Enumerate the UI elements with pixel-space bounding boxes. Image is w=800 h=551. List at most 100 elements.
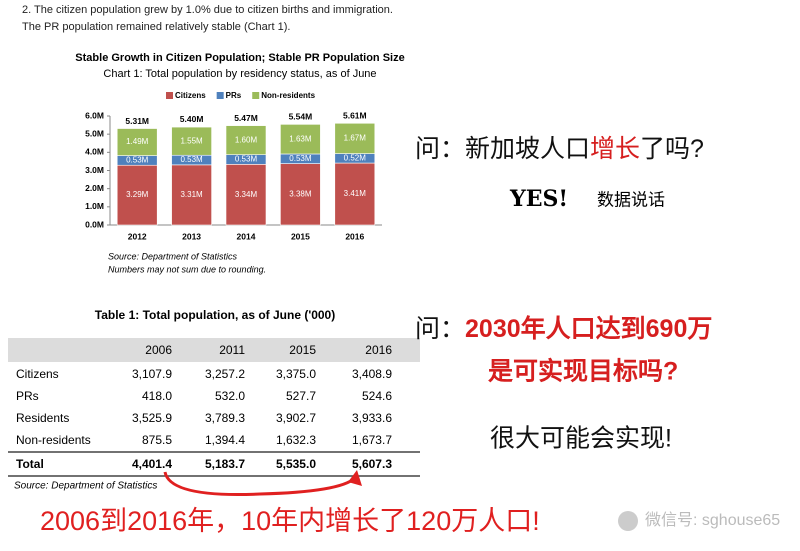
q-part: 了吗? <box>640 135 704 163</box>
question-line2: 是可实现目标吗? <box>488 357 678 386</box>
q-part: 问：新加坡人口 <box>415 135 590 163</box>
total-label: 5.61M <box>343 110 367 120</box>
table-cell: 3,789.3 <box>205 411 245 425</box>
yes: YES! <box>509 186 568 212</box>
row-label: Residents <box>16 411 69 425</box>
y-tick-label: 5.0M <box>85 128 104 138</box>
table-cell: 3,408.9 <box>352 367 392 381</box>
chart-title: Stable Growth in Citizen Population; Sta… <box>75 52 404 64</box>
table-cell: 418.0 <box>142 389 172 403</box>
bar-segment <box>116 164 158 226</box>
table-cell: 5,183.7 <box>205 457 245 471</box>
x-tick-label: 2012 <box>128 231 147 241</box>
table-cell: 4,401.4 <box>132 457 172 471</box>
y-tick-label: 4.0M <box>85 147 104 157</box>
header-line: 2. The citizen population grew by 1.0% d… <box>22 4 393 16</box>
legend-label: PRs <box>226 91 242 100</box>
bar-segment <box>171 126 212 156</box>
table-cell: 3,257.2 <box>205 367 245 381</box>
bar-segment <box>225 164 267 226</box>
total-label: 5.47M <box>234 113 258 123</box>
bar-label: 1.55M <box>180 136 203 145</box>
q-part: 问： <box>415 315 465 343</box>
y-tick-label: 0.0M <box>85 219 104 229</box>
total-label: 5.54M <box>289 112 313 122</box>
watermark: 微信号: sghouse65 <box>645 511 780 529</box>
q-part: 2030年人口达到690万 <box>465 314 712 343</box>
bar-label: 0.53M <box>235 155 258 164</box>
table-title: Table 1: Total population, as of June ('… <box>95 308 335 322</box>
legend-swatch <box>252 92 260 99</box>
chart-note: Source: Department of Statistics <box>108 251 238 261</box>
table-cell: 1,394.4 <box>205 433 245 447</box>
summary: 2006到2016年，10年内增长了120万人口! <box>40 506 540 536</box>
row-label: Citizens <box>16 367 59 381</box>
bar-segment <box>116 128 158 156</box>
bar-segment <box>280 163 321 226</box>
chart-subtitle: Chart 1: Total population by residency s… <box>103 68 376 80</box>
bar-label: 3.34M <box>235 190 258 199</box>
table-cell: 1,673.7 <box>352 433 392 447</box>
bar-label: 3.31M <box>180 190 203 199</box>
table-cell: 527.7 <box>286 389 316 403</box>
table-cell: 3,525.9 <box>132 411 172 425</box>
row-label: Non-residents <box>16 433 91 447</box>
row-label: Total <box>16 457 44 471</box>
bar-label: 1.60M <box>235 135 258 144</box>
total-label: 5.40M <box>180 114 204 124</box>
x-tick-label: 2013 <box>182 231 201 241</box>
bar-segment <box>280 124 321 155</box>
legend-label: Citizens <box>175 91 206 100</box>
bar-label: 0.53M <box>126 156 149 165</box>
x-tick-label: 2014 <box>237 231 256 241</box>
table-source: Source: Department of Statistics <box>14 481 157 492</box>
legend-label: Non-residents <box>261 91 315 100</box>
table-header-bg <box>8 338 420 362</box>
table-header: 2015 <box>289 343 316 357</box>
bar-label: 1.67M <box>344 134 367 143</box>
table: 2006 2011 2015 2016 Citizens 3,107.9 3,257.2 3,… <box>16 343 392 471</box>
y-tick-label: 2.0M <box>85 183 104 193</box>
row-label: PRs <box>16 389 39 403</box>
answer: 很大可能会实现! <box>490 425 672 453</box>
bar-label: 3.41M <box>344 189 367 198</box>
bar-label: 3.29M <box>126 190 149 199</box>
y-tick-label: 6.0M <box>85 110 104 120</box>
bar-label: 3.38M <box>289 189 312 198</box>
legend-swatch <box>216 92 224 99</box>
y-tick-label: 3.0M <box>85 165 104 175</box>
table-cell: 3,107.9 <box>132 367 172 381</box>
table-cell: 3,902.7 <box>276 411 316 425</box>
table-cell: 3,375.0 <box>276 367 316 381</box>
legend-swatch <box>166 92 173 99</box>
question: 问：新加坡人口增长了吗? <box>415 135 704 163</box>
table-cell: 1,632.3 <box>276 433 316 447</box>
table-cell: 5,535.0 <box>276 457 316 471</box>
bar-label: 1.49M <box>126 137 149 146</box>
arrow <box>163 471 357 496</box>
bar-segment <box>334 122 376 154</box>
bar-label: 1.63M <box>289 134 312 143</box>
table-header: 2011 <box>219 343 245 357</box>
table-header: 2006 <box>145 343 172 357</box>
arrow-head <box>348 470 362 486</box>
yes-note: 数据说话 <box>597 190 665 209</box>
x-tick-label: 2015 <box>291 231 310 241</box>
bar-segment <box>171 164 212 226</box>
question: 问：2030年人口达到690万 <box>415 314 712 343</box>
header-line: The PR population remained relatively st… <box>22 21 290 33</box>
total-label: 5.31M <box>125 116 149 126</box>
table-cell: 524.6 <box>362 389 392 403</box>
table-cell: 875.5 <box>142 433 172 447</box>
table-cell: 3,933.6 <box>352 411 392 425</box>
chart-note: Numbers may not sum due to rounding. <box>108 264 266 274</box>
y-tick-label: 1.0M <box>85 201 104 211</box>
bar-segment <box>225 125 267 155</box>
bar-label: 0.52M <box>344 153 367 162</box>
x-tick-label: 2016 <box>345 231 364 241</box>
bar-label: 0.53M <box>180 155 203 164</box>
table-header: 2016 <box>365 343 392 357</box>
chart: 0.0M 1.0M 2.0M 3.0M 4.0M 5.0M 6.0M Citizens PRs N… <box>85 91 382 241</box>
wechat-icon <box>618 511 638 531</box>
